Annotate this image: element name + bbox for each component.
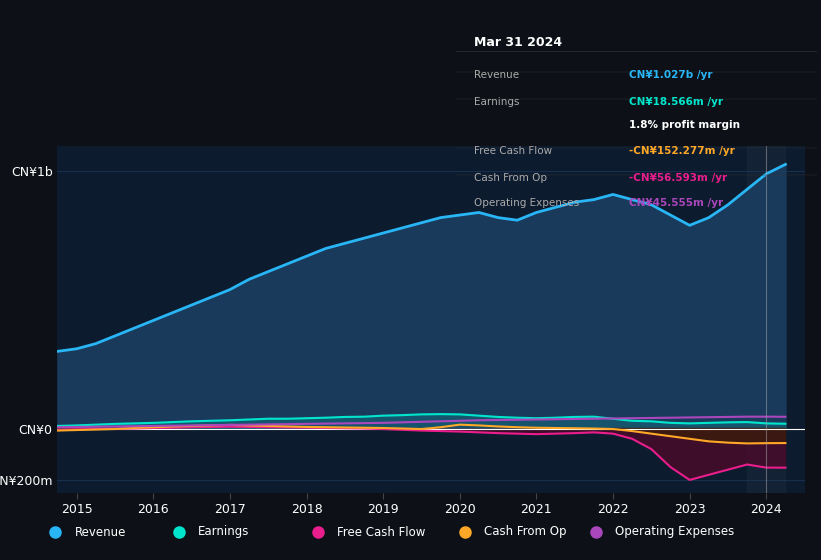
Text: Cash From Op: Cash From Op [474, 173, 547, 183]
Text: -CN¥56.593m /yr: -CN¥56.593m /yr [629, 173, 727, 183]
Text: Revenue: Revenue [75, 525, 126, 539]
Text: Revenue: Revenue [474, 70, 519, 80]
Text: Earnings: Earnings [199, 525, 250, 539]
Text: Mar 31 2024: Mar 31 2024 [474, 36, 562, 49]
Text: 1.8% profit margin: 1.8% profit margin [629, 120, 740, 129]
Text: CN¥45.555m /yr: CN¥45.555m /yr [629, 198, 723, 208]
Bar [747, 146, 786, 493]
Text: Cash From Op: Cash From Op [484, 525, 566, 539]
Text: CN¥18.566m /yr: CN¥18.566m /yr [629, 97, 723, 107]
Text: Operating Expenses: Operating Expenses [474, 198, 579, 208]
Text: CN¥1.027b /yr: CN¥1.027b /yr [629, 70, 713, 80]
Text: -CN¥152.277m /yr: -CN¥152.277m /yr [629, 146, 735, 156]
Text: Operating Expenses: Operating Expenses [615, 525, 734, 539]
Text: Free Cash Flow: Free Cash Flow [337, 525, 425, 539]
Text: Free Cash Flow: Free Cash Flow [474, 146, 552, 156]
Text: Earnings: Earnings [474, 97, 519, 107]
